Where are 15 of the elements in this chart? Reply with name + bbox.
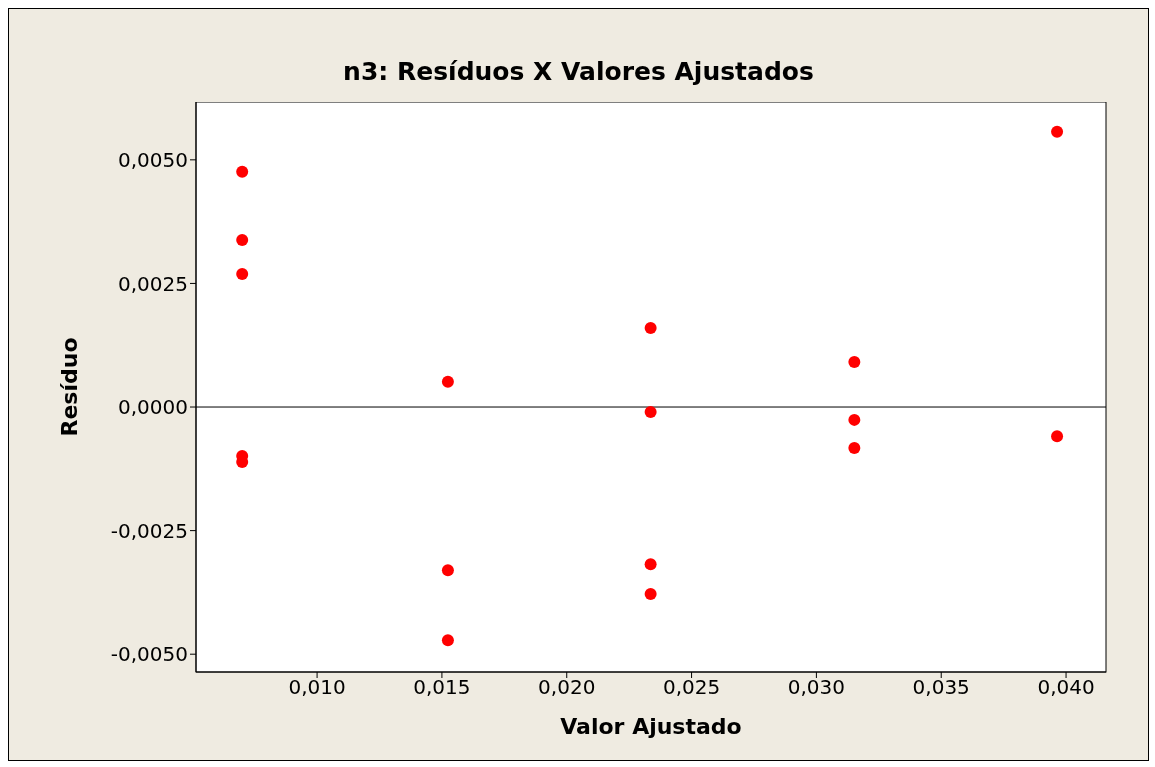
chart-title: n3: Resíduos X Valores Ajustados (342, 57, 815, 86)
x-tick-label: 0,025 (662, 675, 721, 700)
y-tick-label: -0,0025 (110, 518, 188, 543)
y-tick-label: 0,0050 (118, 147, 188, 172)
x-tick-label: 0,030 (787, 675, 846, 700)
y-tick-label: 0,0000 (118, 395, 188, 420)
x-tick-label: 0,040 (1037, 675, 1095, 700)
x-tick-label: 0,015 (413, 675, 471, 700)
y-tick-label: 0,0025 (118, 271, 188, 296)
x-tick-label: 0,020 (538, 675, 596, 700)
x-tick-label: 0,035 (912, 675, 970, 700)
y-axis-title: Resíduo (56, 337, 82, 437)
x-axis-title: Valor Ajustado (560, 713, 742, 739)
y-tick-label: -0,0050 (110, 642, 188, 667)
x-tick-label: 0,010 (288, 675, 346, 700)
